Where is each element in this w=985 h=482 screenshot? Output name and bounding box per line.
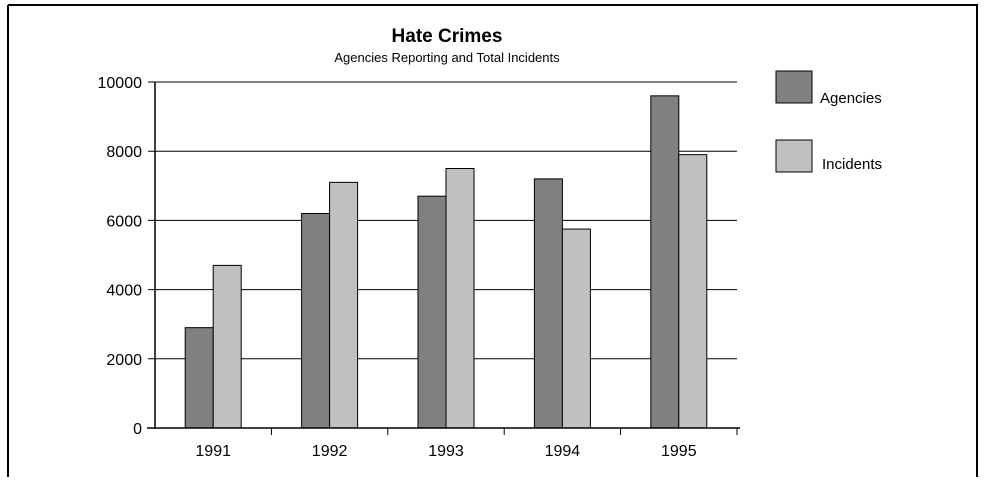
legend-label-agencies: Agencies — [820, 90, 882, 107]
y-tick-labels: 0 2000 4000 6000 8000 10000 — [98, 75, 143, 438]
bar-agencies-1991 — [184, 327, 214, 429]
y-tick-label: 10000 — [98, 75, 143, 92]
bar-incidents-1992 — [329, 181, 359, 429]
y-tick-label: 0 — [133, 421, 142, 438]
x-tick-label: 1994 — [545, 443, 581, 460]
y-tick-label: 8000 — [106, 144, 142, 161]
x-tick-label: 1993 — [428, 443, 464, 460]
y-tick-label: 6000 — [106, 213, 142, 230]
legend: Agencies Incidents — [775, 70, 882, 173]
bar-agencies-1993 — [417, 195, 447, 429]
y-tick-label: 2000 — [106, 352, 142, 369]
legend-swatch-agencies — [775, 70, 813, 104]
bars — [184, 95, 708, 429]
x-tick-label: 1995 — [661, 443, 697, 460]
axes — [147, 82, 740, 435]
chart-title: Hate Crimes — [392, 26, 503, 47]
y-tick-label: 4000 — [106, 283, 142, 300]
legend-label-incidents: Incidents — [822, 156, 882, 173]
chart-subtitle: Agencies Reporting and Total Incidents — [334, 50, 560, 65]
x-tick-label: 1992 — [312, 443, 348, 460]
bar-incidents-1994 — [561, 228, 591, 429]
x-tick-label: 1991 — [195, 443, 231, 460]
bar-agencies-1995 — [650, 95, 680, 429]
bar-incidents-1995 — [678, 154, 708, 429]
bar-agencies-1992 — [301, 212, 331, 429]
bar-incidents-1993 — [445, 168, 475, 429]
legend-swatch-incidents — [775, 139, 813, 173]
x-tick-labels: 1991 1992 1993 1994 1995 — [195, 443, 696, 460]
bar-agencies-1994 — [533, 178, 563, 429]
bar-incidents-1991 — [212, 264, 242, 429]
